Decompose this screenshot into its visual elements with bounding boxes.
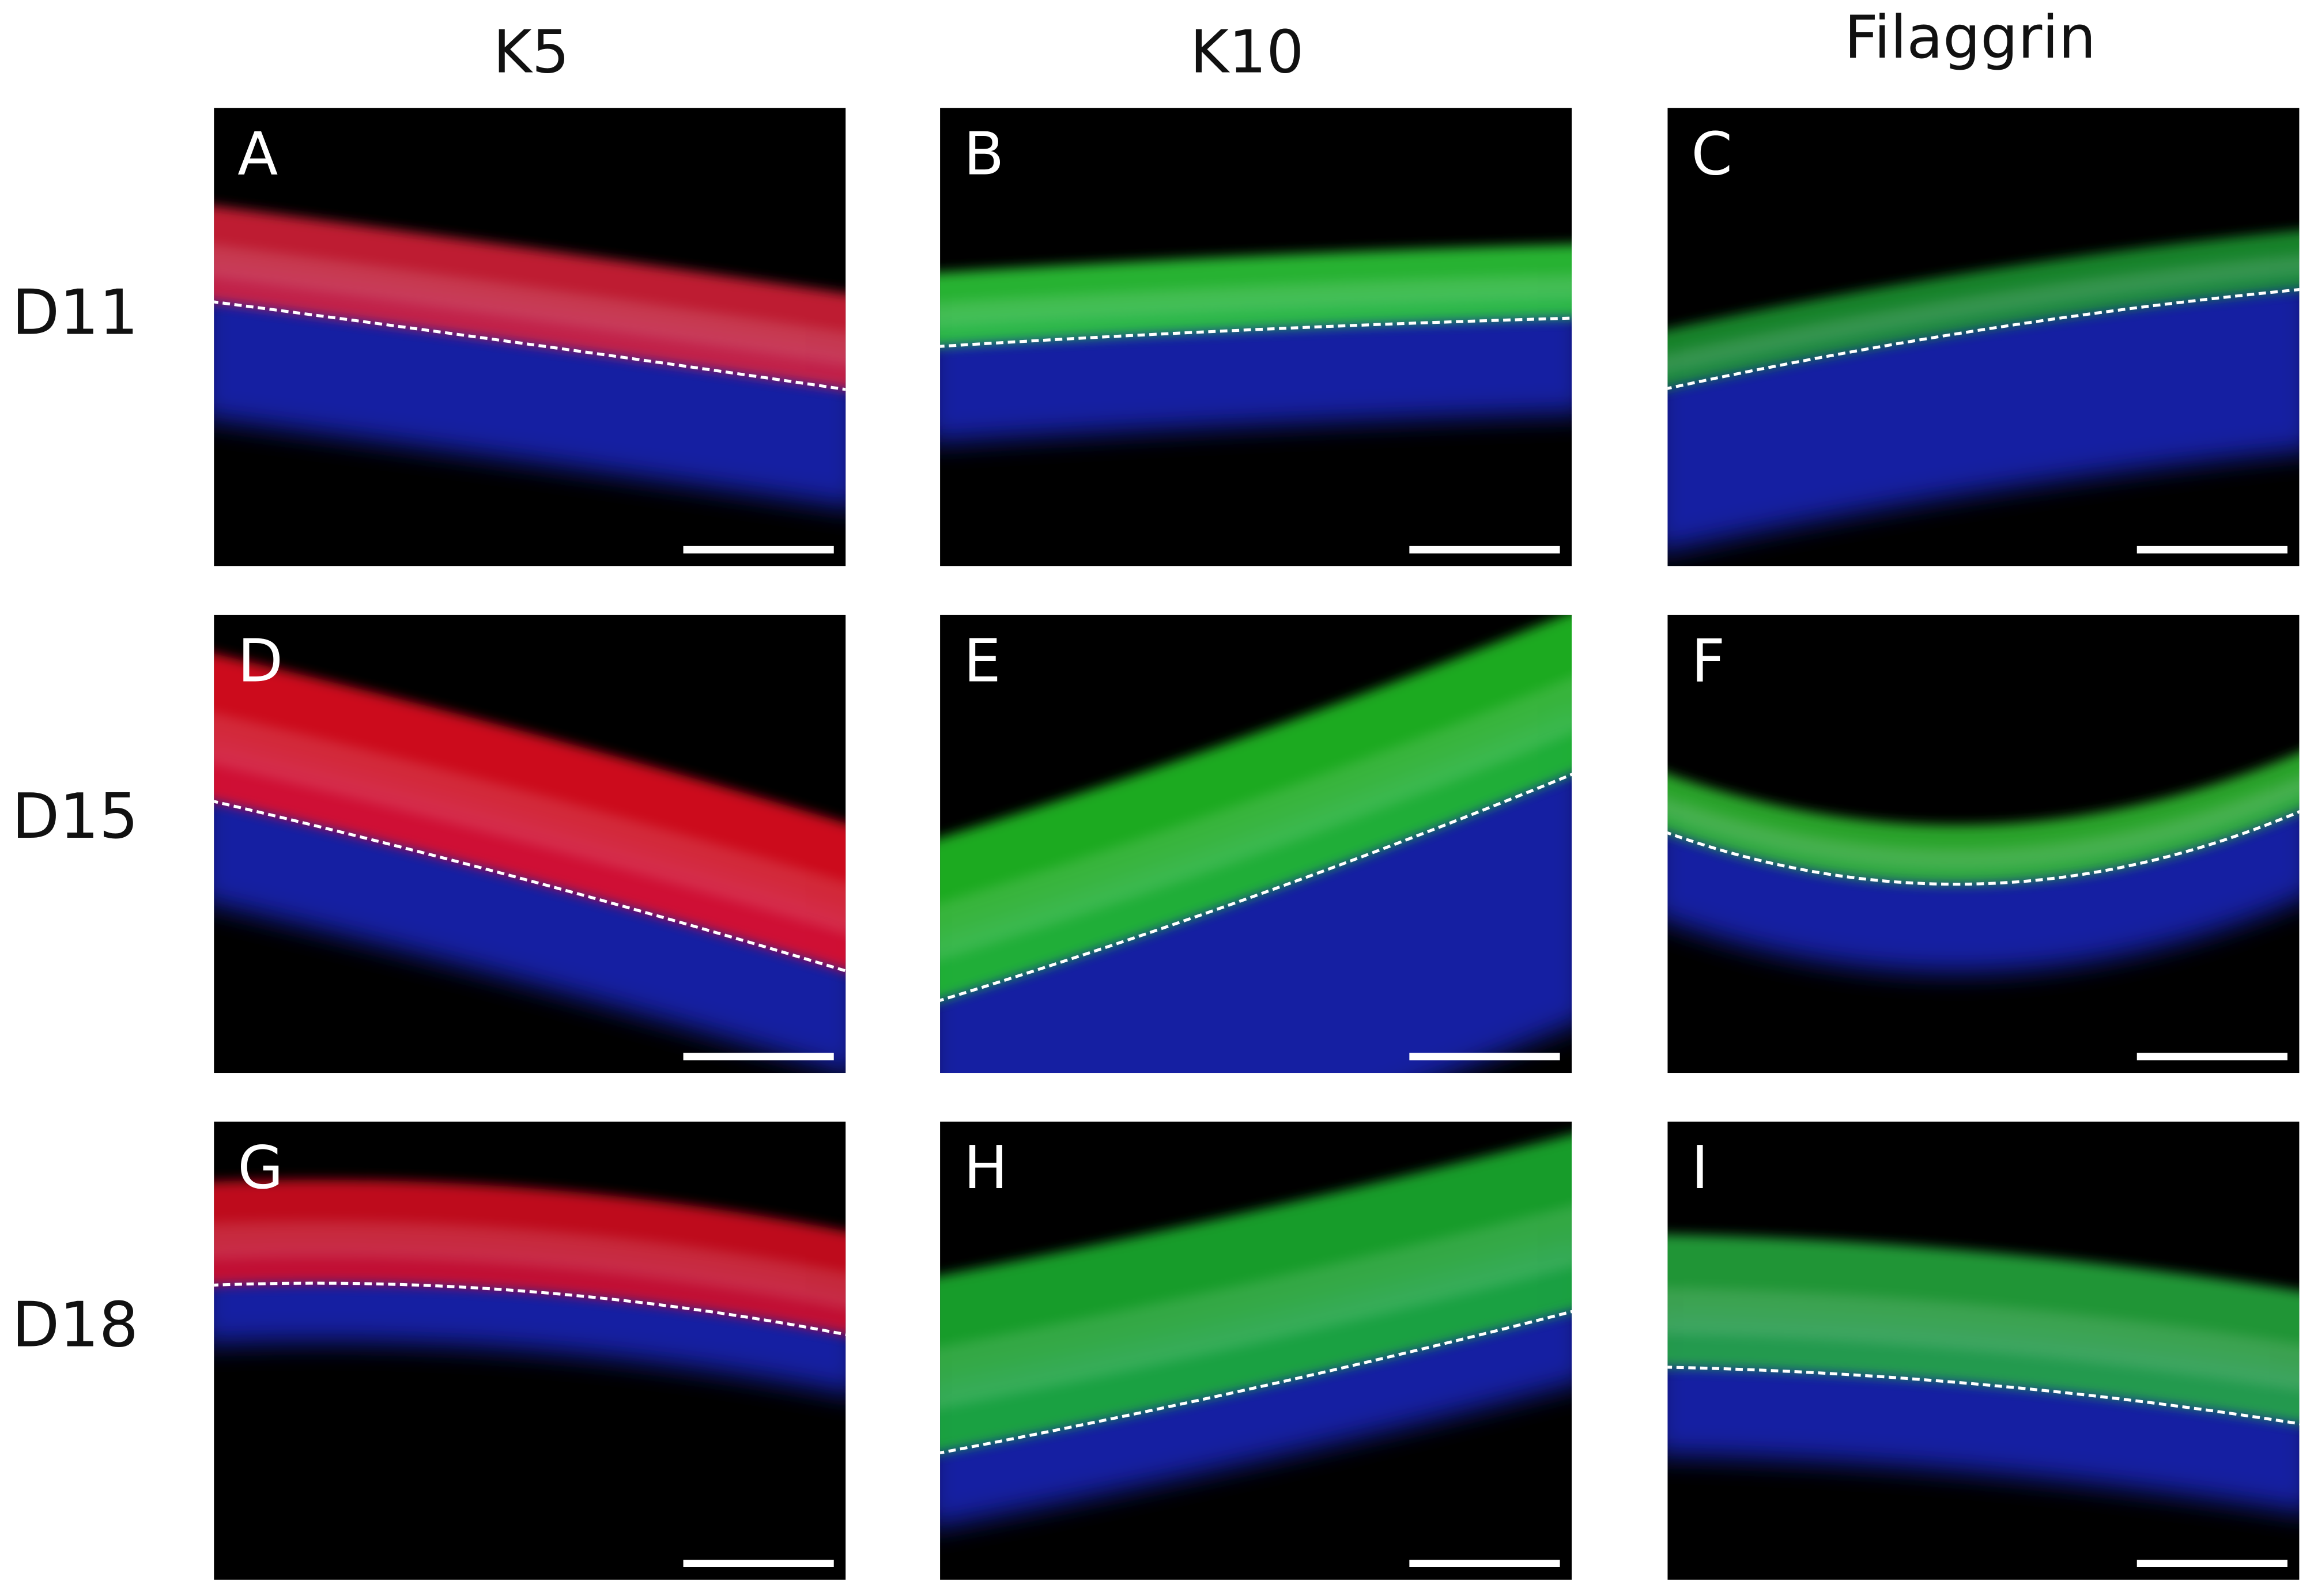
tissue	[214, 653, 846, 1073]
micrograph-panel: A	[214, 108, 846, 566]
basement-membrane-line	[214, 800, 846, 973]
micrograph-panel: D	[214, 614, 846, 1073]
basement-membrane-line	[214, 300, 846, 391]
basement-membrane-line	[214, 1281, 846, 1336]
stain-highlight	[940, 274, 1572, 328]
micrograph-panel: F	[1667, 614, 2300, 1073]
stain-highlight	[214, 713, 846, 934]
column-header: Filaggrin	[1844, 3, 2096, 72]
panel-letter: F	[1691, 627, 1725, 695]
tissue	[1667, 230, 2300, 551]
stain-highlight	[940, 676, 1572, 960]
panel-letter: I	[1691, 1134, 1708, 1202]
basement-membrane-line	[1667, 1366, 2300, 1425]
tissue	[940, 244, 1572, 443]
row-label: D15	[12, 781, 138, 853]
panel-letter: E	[964, 627, 1001, 695]
panel-letter: H	[964, 1134, 1008, 1202]
micrograph-panel: I	[1667, 1121, 2300, 1580]
nuclei-layer	[214, 263, 846, 508]
panel-letter: C	[1691, 120, 1732, 189]
panel-letter: G	[237, 1134, 283, 1202]
basement-membrane-line	[940, 1310, 1572, 1455]
tissue	[940, 614, 1572, 1073]
column-header: K5	[493, 18, 569, 87]
stain-highlight	[940, 1205, 1572, 1409]
panel-letter: B	[964, 120, 1004, 189]
stain-highlight	[214, 1221, 846, 1309]
stain-highlight	[214, 244, 846, 366]
basement-membrane-line	[1667, 288, 2300, 390]
micrograph-panel: B	[940, 108, 1572, 566]
tissue	[214, 206, 846, 508]
micrograph-panel: G	[214, 1121, 846, 1580]
tissue	[1667, 752, 2300, 973]
basement-membrane-line	[1667, 810, 2300, 886]
tissue	[214, 1179, 846, 1394]
tissue	[940, 1134, 1572, 1527]
stain-highlight	[1667, 254, 2300, 374]
column-header: K10	[1190, 18, 1304, 87]
micrograph-panel: C	[1667, 108, 2300, 566]
micrograph-panel: E	[940, 614, 1572, 1073]
basement-membrane-line	[940, 316, 1572, 348]
tissue	[1667, 1234, 2300, 1512]
row-label: D18	[12, 1289, 138, 1361]
stain-highlight	[1667, 1287, 2300, 1391]
panel-letter: D	[237, 627, 283, 695]
micrograph-panel: H	[940, 1121, 1572, 1580]
row-label: D11	[12, 277, 138, 349]
panel-letter: A	[237, 120, 278, 189]
basement-membrane-line	[940, 773, 1572, 1002]
stain-highlight	[1667, 776, 2300, 869]
